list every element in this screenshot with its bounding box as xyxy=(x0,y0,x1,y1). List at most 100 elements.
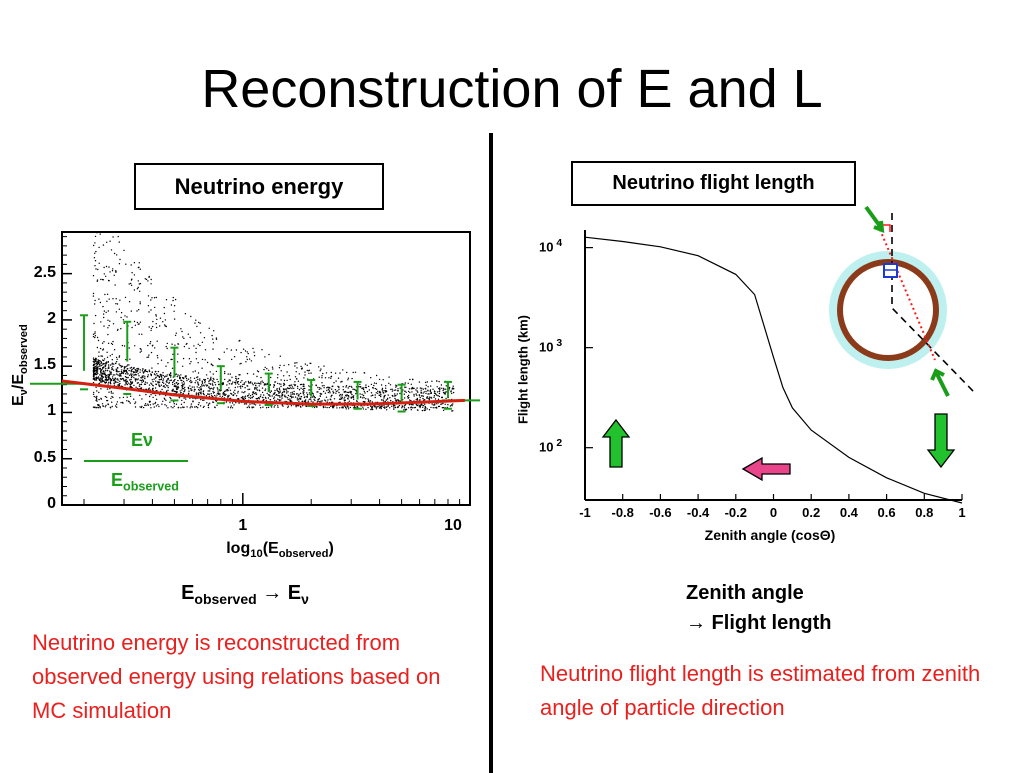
scatter-point xyxy=(427,397,429,400)
scatter-point xyxy=(173,385,175,387)
scatter-point xyxy=(304,396,306,398)
scatter-point xyxy=(328,389,330,391)
scatter-point xyxy=(317,386,319,389)
scatter-point xyxy=(190,361,192,363)
scatter-point xyxy=(134,406,137,408)
scatter-point xyxy=(350,391,353,393)
scatter-point xyxy=(149,342,151,345)
scatter-point xyxy=(289,378,291,381)
scatter-point xyxy=(94,372,96,374)
scatter-point xyxy=(385,406,388,408)
scatter-point xyxy=(122,372,125,375)
scatter-point xyxy=(310,398,312,400)
scatter-point xyxy=(183,397,185,399)
scatter-point xyxy=(226,384,228,386)
scatter-point xyxy=(258,398,260,400)
scatter-point xyxy=(107,376,110,378)
scatter-point xyxy=(298,389,301,391)
scatter-point xyxy=(107,403,109,405)
scatter-point xyxy=(154,347,156,349)
scatter-point xyxy=(103,373,105,375)
scatter-point xyxy=(153,406,155,408)
scatter-point xyxy=(104,375,107,377)
scatter-point xyxy=(130,378,132,381)
scatter-point xyxy=(189,336,191,339)
scatter-point xyxy=(273,384,276,387)
scatter-point xyxy=(199,379,201,381)
scatter-point xyxy=(290,394,292,396)
scatter-point xyxy=(380,395,382,397)
scatter-point xyxy=(201,380,203,382)
scatter-point xyxy=(138,309,140,311)
scatter-point xyxy=(136,371,138,373)
scatter-point xyxy=(96,279,99,281)
scatter-point xyxy=(148,369,150,371)
scatter-point xyxy=(106,399,109,402)
scatter-point xyxy=(203,337,206,339)
scatter-point xyxy=(193,377,196,379)
scatter-point xyxy=(107,333,109,336)
scatter-point xyxy=(148,388,150,391)
scatter-point xyxy=(387,405,389,407)
scatter-point xyxy=(309,362,311,364)
scatter-point xyxy=(291,391,293,393)
scatter-point xyxy=(310,397,312,399)
scatter-point xyxy=(141,398,143,400)
scatter-point xyxy=(187,333,189,335)
scatter-point xyxy=(311,396,314,398)
scatter-point xyxy=(176,375,178,378)
scatter-point xyxy=(218,383,220,386)
scatter-point xyxy=(93,358,95,361)
scatter-point xyxy=(177,379,179,382)
scatter-point xyxy=(383,396,385,398)
scatter-point xyxy=(108,324,110,327)
scatter-point xyxy=(100,398,103,400)
scatter-point xyxy=(304,374,306,376)
scatter-point xyxy=(204,359,206,361)
scatter-point xyxy=(199,378,201,380)
scatter-point xyxy=(111,359,114,361)
scatter-point xyxy=(195,351,197,354)
scatter-point xyxy=(396,385,398,387)
scatter-point xyxy=(323,387,325,389)
scatter-point xyxy=(353,398,355,400)
flight-x-tick-label: -0.4 xyxy=(686,505,710,520)
scatter-point xyxy=(125,383,127,385)
arrow-up-left-icon xyxy=(930,368,950,397)
scatter-point xyxy=(404,386,406,388)
scatter-point xyxy=(136,321,139,324)
scatter-point xyxy=(335,380,337,382)
scatter-point xyxy=(428,409,431,411)
flight-x-tick-label: 0.2 xyxy=(802,505,821,520)
scatter-point xyxy=(177,353,179,355)
scatter-point xyxy=(252,347,254,350)
scatter-point xyxy=(287,387,290,390)
scatter-point xyxy=(414,406,417,409)
scatter-point xyxy=(95,367,97,370)
scatter-point xyxy=(366,390,369,393)
scatter-point xyxy=(153,378,155,380)
scatter-point xyxy=(341,380,343,383)
scatter-point xyxy=(329,387,331,389)
earth-circle xyxy=(837,259,939,361)
scatter-point xyxy=(322,405,325,408)
scatter-point xyxy=(396,393,398,395)
scatter-point xyxy=(162,372,164,374)
scatter-point xyxy=(422,406,424,408)
scatter-point xyxy=(197,383,199,386)
scatter-point xyxy=(152,344,154,346)
scatter-point xyxy=(278,399,280,401)
scatter-point xyxy=(323,365,325,367)
scatter-point xyxy=(330,377,332,379)
scatter-point xyxy=(393,407,395,409)
scatter-point xyxy=(401,407,403,409)
scatter-point xyxy=(424,403,426,405)
scatter-point xyxy=(194,370,196,372)
scatter-point xyxy=(128,374,131,376)
scatter-point xyxy=(105,404,107,407)
scatter-point xyxy=(99,379,101,382)
scatter-point xyxy=(96,346,99,349)
scatter-point xyxy=(199,405,202,407)
scatter-point xyxy=(379,390,381,393)
scatter-point xyxy=(221,395,224,398)
